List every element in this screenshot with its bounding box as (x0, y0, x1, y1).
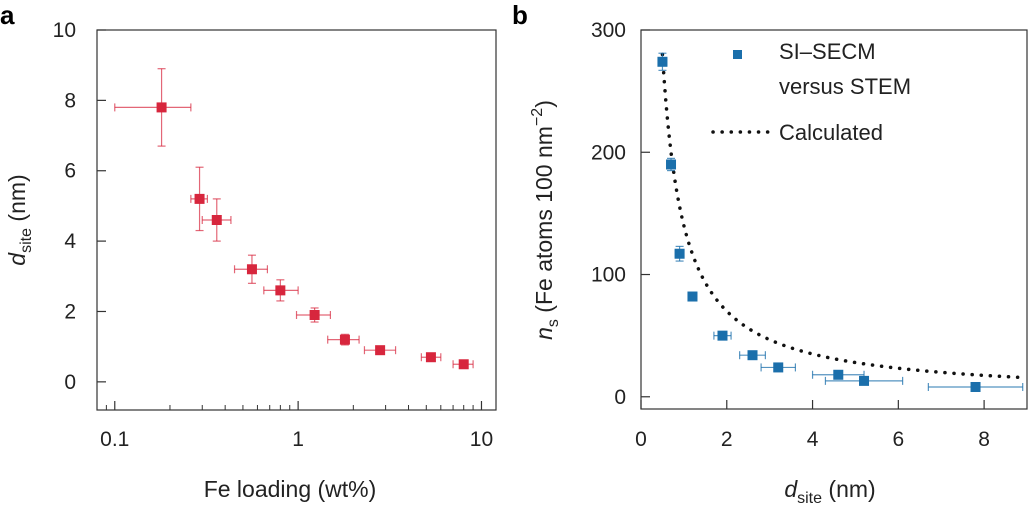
panel-a-ylabel-main: d (4, 252, 30, 266)
panel-b-series (657, 52, 1024, 392)
panel-b-y-tick-label: 300 (591, 19, 626, 42)
panel-b-data-point (687, 291, 698, 302)
panel-a-x-tick-label: 10 (470, 428, 493, 451)
panel-b-x-tick-label: 6 (892, 428, 904, 451)
panel-b-y-tick-label: 0 (614, 386, 626, 409)
panel-b-ylabel-end: ) (531, 100, 557, 108)
panel-b-ylabel-sub: s (545, 319, 562, 327)
panel-a-y-axis-label: dsite (nm) (4, 174, 35, 265)
panel-b-ylabel-sup: −2 (529, 108, 546, 126)
panel-b-data-point (674, 245, 685, 262)
panel-a-ylabel-sub: site (18, 228, 35, 253)
panel-a-x-tick-label: 1 (292, 428, 304, 451)
panel-b-data-point (760, 362, 797, 373)
panel-b-xlabel-rest: (nm) (822, 476, 876, 502)
panel-b-marker (970, 381, 981, 392)
panel-b-y-tick-label: 200 (591, 141, 626, 164)
panel-a-frame (96, 29, 497, 411)
legend: SI–SECM versus STEM Calculated (711, 39, 911, 145)
panel-b-data-point (739, 350, 766, 361)
panel-a-y-tick-label: 2 (64, 300, 76, 323)
panel-b-chart: 0 2 4 6 8 0 100 200 300 SI–SECM versus STEM Calc… (529, 19, 1028, 507)
panel-a-x-tick-label: 0.1 (100, 428, 129, 451)
legend-marker-secm (733, 50, 742, 59)
panel-b-data-point (811, 369, 865, 380)
panel-a-y-tick-label: 6 (64, 160, 76, 183)
panel-a-data-point (420, 352, 442, 363)
panel-a-ylabel-rest: (nm) (4, 174, 30, 228)
panel-a-y-tick-label: 10 (53, 19, 76, 42)
panel-a-data-point (190, 166, 208, 232)
panel-b-marker (833, 369, 844, 380)
panel-a-data-point (327, 333, 360, 346)
panel-b-marker (687, 291, 698, 302)
panel-a-marker (246, 264, 257, 275)
panel-b-y-tick-label: 100 (591, 264, 626, 287)
panel-b-ylabel-rest: (Fe atoms 100 nm (531, 126, 557, 319)
panel-label-a: a (0, 0, 15, 30)
panel-a-data-point (263, 279, 299, 302)
panel-b-xlabel-main: d (784, 476, 798, 502)
panel-a-x-axis-label: Fe loading (wt%) (204, 476, 377, 502)
panel-a-ticks: 0.1 1 10 0 2 4 6 8 10 (53, 19, 494, 451)
panel-a-marker (194, 193, 205, 204)
panel-b-data-point (713, 330, 732, 341)
panel-b-ticks: 0 2 4 6 8 0 100 200 300 (591, 19, 990, 451)
legend-label-secm-line1: SI–SECM (779, 39, 876, 64)
panel-b-x-tick-label: 4 (807, 428, 819, 451)
panel-b-marker (674, 248, 685, 259)
panel-b-x-tick-label: 2 (721, 428, 733, 451)
panel-b-frame (640, 29, 1028, 410)
panel-a-marker (375, 345, 386, 356)
panel-b-x-tick-label: 0 (635, 428, 647, 451)
panel-a-data-point (114, 68, 192, 147)
panel-b-marker (666, 159, 677, 170)
panel-label-b: b (512, 0, 528, 30)
panel-a-marker (309, 310, 320, 320)
panel-a-marker (156, 102, 167, 113)
panel-a-marker (458, 359, 469, 370)
panel-b-x-axis-label: dsite (nm) (784, 476, 875, 507)
panel-a-marker (425, 352, 436, 363)
panel-a-marker (211, 215, 222, 225)
panel-b-ylabel-main: n (531, 327, 557, 340)
panel-b-data-point (927, 381, 1024, 392)
panel-b-data-point (657, 52, 668, 71)
panel-a-marker (275, 285, 286, 296)
legend-label-secm-line2: versus STEM (779, 74, 911, 99)
panel-b-marker (859, 375, 870, 386)
panel-a-y-tick-label: 4 (64, 230, 76, 253)
panel-a-data-point (233, 254, 269, 284)
panel-a-data-point (452, 359, 474, 370)
panel-a-data-point (201, 198, 232, 242)
panel-a-data-point (363, 345, 397, 356)
panel-b-marker (773, 362, 784, 373)
legend-label-calculated: Calculated (779, 120, 883, 145)
panel-a-data-point (295, 307, 332, 323)
panel-a-y-tick-label: 0 (64, 371, 76, 394)
panel-b-marker (657, 56, 668, 67)
panel-a-chart: 0.1 1 10 0 2 4 6 8 10 Fe loading (wt%) dsite (nm… (4, 19, 497, 502)
panel-b-data-point (666, 157, 677, 172)
panel-b-data-point (824, 375, 904, 386)
panel-b-x-tick-label: 8 (978, 428, 990, 451)
panel-a-series (114, 68, 474, 370)
panel-a-marker (339, 334, 350, 345)
panel-b-xlabel-sub: site (797, 490, 822, 507)
calculated-curve (660, 52, 1021, 380)
panel-b-marker (717, 330, 728, 341)
panel-b-y-axis-label: ns (Fe atoms 100 nm−2) (529, 100, 562, 340)
panel-a-y-tick-label: 8 (64, 89, 76, 112)
panel-b-marker (747, 350, 758, 361)
